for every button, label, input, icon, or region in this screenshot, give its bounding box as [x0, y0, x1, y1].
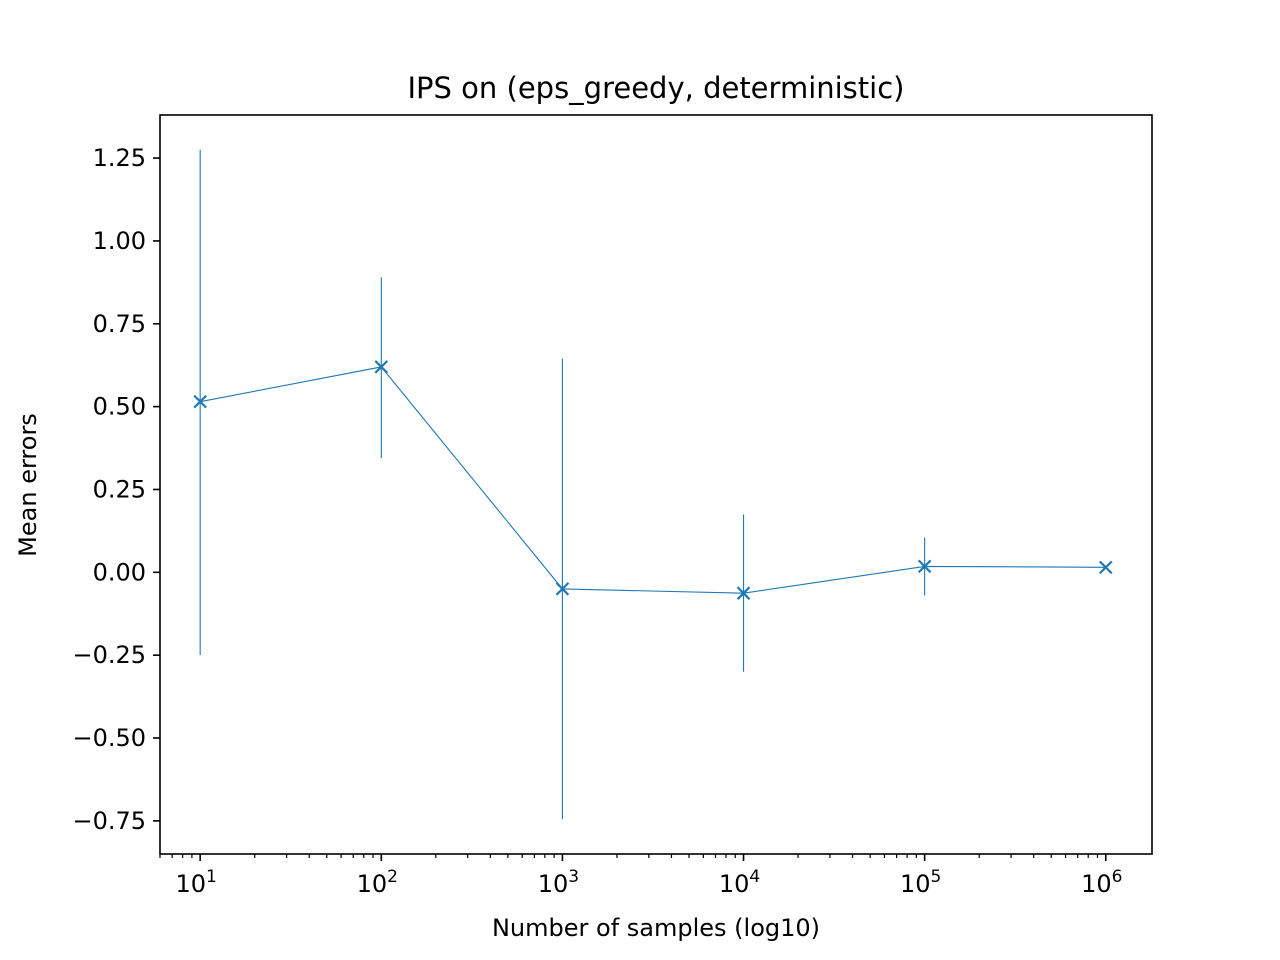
- y-tick-label: 1.25: [93, 144, 146, 172]
- data-point-marker: [374, 360, 389, 374]
- x-tick-label: 104: [719, 867, 760, 898]
- x-tick-exponent: 1: [206, 867, 217, 887]
- x-tick-base: 10: [900, 870, 931, 898]
- x-tick-base: 10: [175, 870, 206, 898]
- x-tick-label: 103: [538, 867, 579, 898]
- x-tick-base: 10: [1081, 870, 1112, 898]
- x-tick-exponent: 3: [568, 867, 579, 887]
- x-tick-exponent: 4: [749, 867, 760, 887]
- series-line: [200, 366, 1106, 594]
- data-point-marker: [1098, 560, 1113, 575]
- data-point-marker: [555, 582, 570, 596]
- y-tick-label: −0.50: [72, 724, 146, 752]
- x-tick-base: 10: [538, 870, 569, 898]
- x-tick-base: 10: [357, 870, 388, 898]
- data-point-marker: [193, 394, 207, 409]
- y-tick-label: −0.25: [72, 641, 146, 669]
- y-axis-label: Mean errors: [14, 413, 42, 557]
- axes-frame: [159, 114, 1153, 855]
- y-axis: 1.25 1.00 0.75 0.50 0.25 0.00 −0.25 −0.50 −0.75: [72, 144, 160, 835]
- x-axis-label: Number of samples (log10): [492, 914, 820, 942]
- chart-title: IPS on (eps_greedy, deterministic): [408, 71, 905, 105]
- x-tick-exponent: 6: [1112, 867, 1123, 887]
- y-tick-label: 0.50: [93, 393, 146, 421]
- x-tick-exponent: 5: [931, 867, 942, 887]
- x-tick-label: 106: [1081, 867, 1122, 898]
- x-axis: 101 102 103 104 105 106: [159, 854, 1122, 898]
- y-tick-label: 0.75: [93, 310, 146, 338]
- y-tick-label: 0.00: [93, 558, 146, 586]
- y-tick-label: 1.00: [93, 227, 146, 255]
- x-tick-label: 101: [175, 867, 216, 898]
- x-tick-exponent: 2: [387, 867, 398, 887]
- x-tick-label: 105: [900, 867, 941, 898]
- y-tick-label: −0.75: [72, 807, 146, 835]
- plot-area: [193, 149, 1113, 820]
- data-point-marker: [917, 559, 932, 574]
- y-tick-label: 0.25: [93, 475, 146, 503]
- data-point-marker: [736, 586, 751, 600]
- x-tick-label: 102: [357, 867, 398, 898]
- x-tick-base: 10: [719, 870, 750, 898]
